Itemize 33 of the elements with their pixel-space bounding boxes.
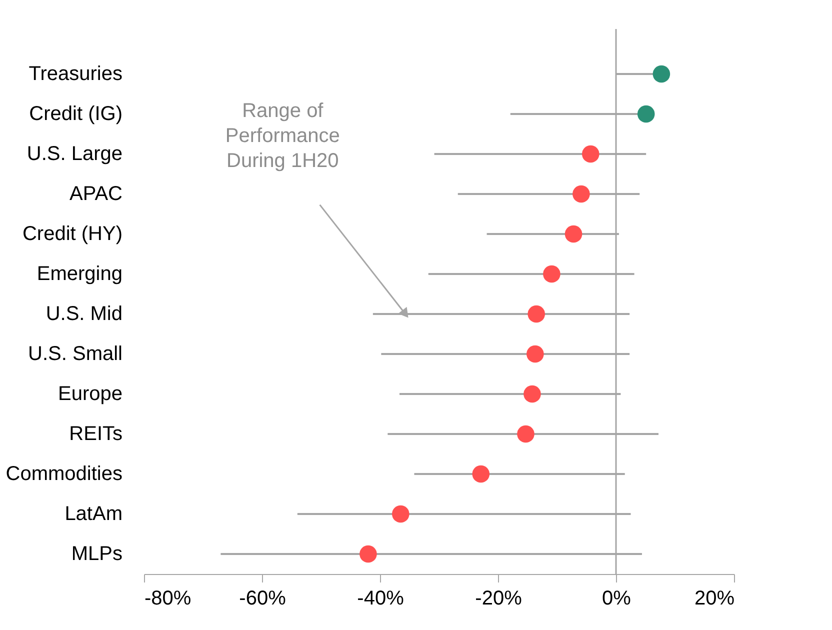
point [572,185,590,203]
y-tick-label: LatAm [64,503,122,525]
point [528,305,546,323]
point [582,145,600,163]
x-tick-label: -40% [357,588,404,610]
y-tick-label: Emerging [36,263,122,285]
y-tick-label: Europe [58,383,122,405]
y-tick-label: MLPs [71,543,122,565]
y-tick-label: APAC [70,183,122,205]
y-tick-label: U.S. Mid [46,303,122,325]
point [517,425,534,443]
point [637,105,655,123]
y-tick-label: U.S. Large [26,143,122,165]
annotation: Range of Performance During 1H20 [225,100,340,172]
point [564,225,582,243]
point [543,265,560,283]
point [472,465,490,483]
y-tick-label: U.S. Small [28,343,122,365]
y-tick-label: Treasuries [28,63,122,85]
point [526,345,544,363]
point [392,505,410,523]
y-tick-label: Commodities [6,463,122,485]
y-tick-label: REITs [69,423,122,445]
x-tick-label: 0% [602,588,632,610]
x-tick-label: 20% [694,588,735,610]
y-tick-label: Credit (IG) [29,103,122,125]
y-tick-label: Credit (HY) [22,223,122,245]
x-tick-label: -60% [239,588,286,610]
point [652,65,670,83]
x-tick-label: -20% [475,588,522,610]
point [360,545,377,563]
point [524,385,541,403]
x-tick-label: -80% [144,588,192,610]
